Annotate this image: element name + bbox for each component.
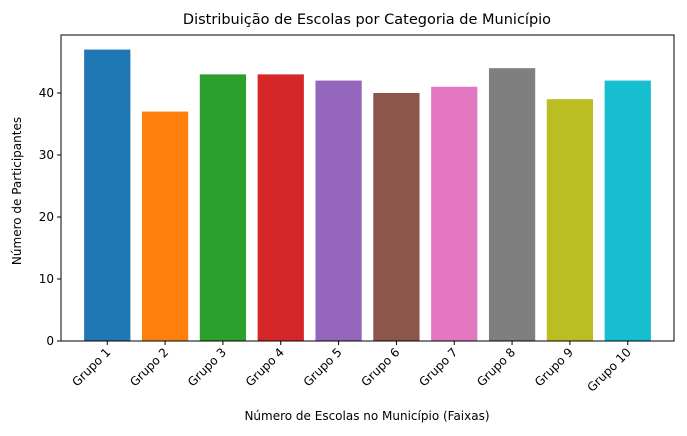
bar-9	[546, 99, 594, 341]
bar-1	[84, 49, 131, 341]
x-tick-label: Grupo 8	[474, 345, 518, 389]
plot-frame	[60, 34, 675, 342]
y-axis-label: Número de Participantes	[10, 117, 24, 265]
y-tick-label: 0	[46, 334, 54, 348]
bar-4	[257, 74, 304, 341]
x-axis-label: Número de Escolas no Município (Faixas)	[244, 409, 489, 423]
bar-6	[373, 92, 420, 342]
x-tick-label: Grupo 5	[301, 345, 345, 389]
bar-8	[488, 68, 536, 342]
x-tick-label: Grupo 1	[69, 345, 113, 389]
x-tick-label: Grupo 7	[416, 345, 460, 389]
y-tick-label: 10	[39, 272, 54, 286]
x-tick-label: Grupo 6	[359, 345, 403, 389]
bar-7	[431, 86, 478, 341]
y-tick-label: 30	[39, 148, 54, 162]
bar-5	[315, 80, 362, 342]
bars-group	[84, 49, 651, 342]
x-axis-ticks: Grupo 1 Grupo 2 Grupo 3 Grupo 4 Grupo 5 Grupo…	[69, 341, 634, 395]
x-tick-label: Grupo 9	[532, 345, 576, 389]
y-axis-ticks: 0 10 20 30 40	[39, 86, 61, 348]
axes-group	[60, 34, 675, 342]
x-tick-label: Grupo 3	[185, 345, 229, 389]
bar-10	[604, 80, 651, 342]
x-tick-label: Grupo 2	[127, 345, 171, 389]
y-tick-label: 40	[39, 86, 54, 100]
y-tick-label: 20	[39, 210, 54, 224]
x-tick-label: Grupo 4	[243, 345, 287, 389]
bar-3	[199, 74, 247, 341]
bar-2	[141, 111, 189, 341]
chart-title: Distribuição de Escolas por Categoria de…	[183, 12, 551, 28]
x-tick-label: Grupo 10	[584, 345, 633, 394]
